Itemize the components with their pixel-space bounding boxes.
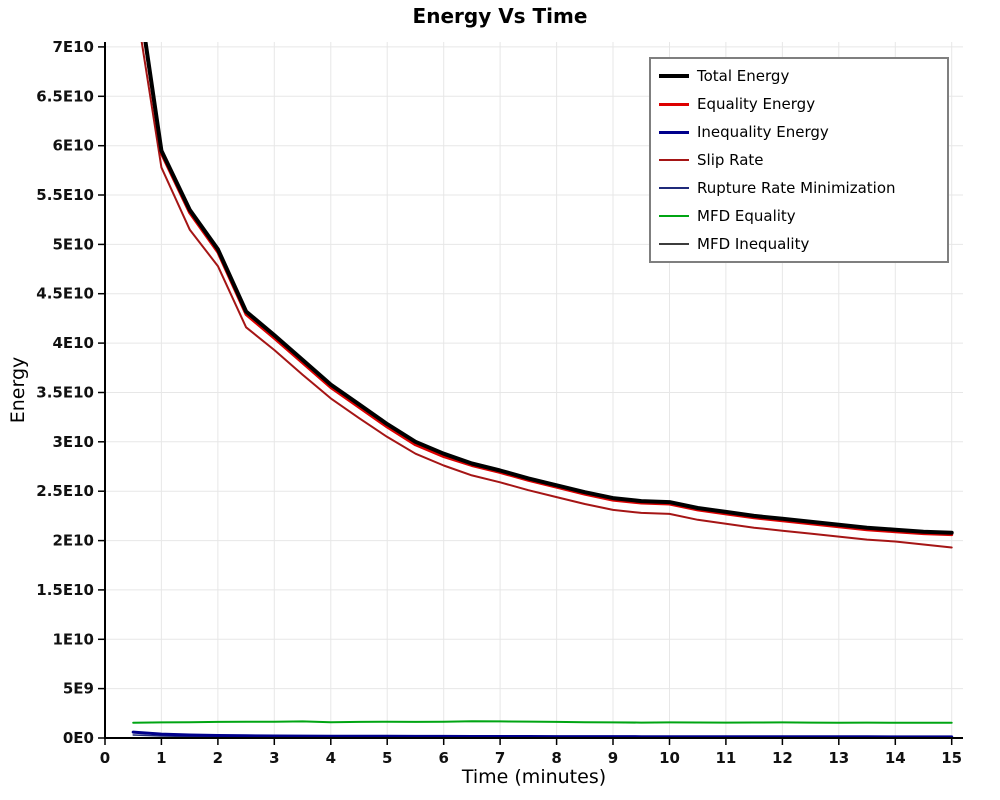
y-tick-label: 3E10 (52, 433, 94, 451)
x-tick-label: 10 (659, 749, 680, 767)
y-tick-label: 5E9 (63, 680, 94, 698)
x-axis-label: Time (minutes) (461, 766, 607, 788)
legend-label: Inequality Energy (697, 123, 829, 141)
chart-title: Energy Vs Time (412, 4, 588, 28)
tick-marks (98, 46, 953, 745)
legend-item: Total Energy (659, 62, 939, 90)
legend-item: Rupture Rate Minimization (659, 174, 939, 202)
y-tick-label: 5E10 (52, 235, 94, 253)
y-tick-label: 2.5E10 (36, 482, 94, 500)
legend-line-swatch (659, 159, 689, 161)
legend-item: Inequality Energy (659, 118, 939, 146)
legend-label: MFD Inequality (697, 235, 810, 253)
x-tick-label: 2 (213, 749, 223, 767)
legend-line-swatch (659, 102, 689, 106)
x-tick-label: 1 (156, 749, 166, 767)
y-tick-label: 4E10 (52, 334, 94, 352)
x-tick-label: 6 (438, 749, 448, 767)
series-line-slip-rate (140, 42, 953, 549)
legend-line-swatch (659, 74, 689, 78)
x-tick-label: 7 (495, 749, 505, 767)
y-tick-label: 4.5E10 (36, 285, 94, 303)
series-line-total-energy (143, 42, 954, 535)
legend-label: Slip Rate (697, 151, 764, 169)
x-tick-label: 4 (326, 749, 336, 767)
x-tick-label: 8 (551, 749, 561, 767)
series-line-mfd-equality (132, 720, 953, 724)
y-tick-label: 1E10 (52, 630, 94, 648)
legend-label: Rupture Rate Minimization (697, 179, 896, 197)
x-tick-label: 15 (941, 749, 962, 767)
tick-labels: 0E0 5E9 1E10 1.5E10 2E10 2.5E10 3E10 3.5E10 4E10… (36, 38, 962, 767)
axes (104, 42, 963, 739)
y-tick-label: 7E10 (52, 38, 94, 56)
legend-line-swatch (659, 243, 689, 245)
x-tick-label: 13 (828, 749, 849, 767)
x-tick-label: 12 (772, 749, 793, 767)
legend-label: MFD Equality (697, 207, 796, 225)
series-line-inequality-energy (131, 730, 954, 738)
legend-line-swatch (659, 187, 689, 189)
x-tick-label: 11 (715, 749, 736, 767)
legend-line-swatch (659, 215, 689, 217)
legend-line-swatch (659, 130, 689, 134)
x-tick-label: 3 (269, 749, 279, 767)
y-tick-label: 0E0 (63, 729, 94, 747)
x-tick-label: 5 (382, 749, 392, 767)
legend-item: MFD Equality (659, 202, 939, 230)
legend-box: Total Energy Equality Energy Inequality En… (649, 57, 949, 263)
y-tick-label: 6E10 (52, 137, 94, 155)
y-tick-label: 3.5E10 (36, 384, 94, 402)
y-tick-label: 2E10 (52, 532, 94, 550)
x-tick-label: 9 (608, 749, 618, 767)
legend-item: Equality Energy (659, 90, 939, 118)
y-tick-label: 6.5E10 (36, 87, 94, 105)
y-tick-label: 5.5E10 (36, 186, 94, 204)
y-tick-label: 1.5E10 (36, 581, 94, 599)
legend-item: MFD Inequality (659, 230, 939, 258)
legend-label: Total Energy (697, 67, 790, 85)
legend-label: Equality Energy (697, 95, 816, 113)
x-tick-label: 0 (100, 749, 110, 767)
x-tick-label: 14 (885, 749, 906, 767)
legend-item: Slip Rate (659, 146, 939, 174)
